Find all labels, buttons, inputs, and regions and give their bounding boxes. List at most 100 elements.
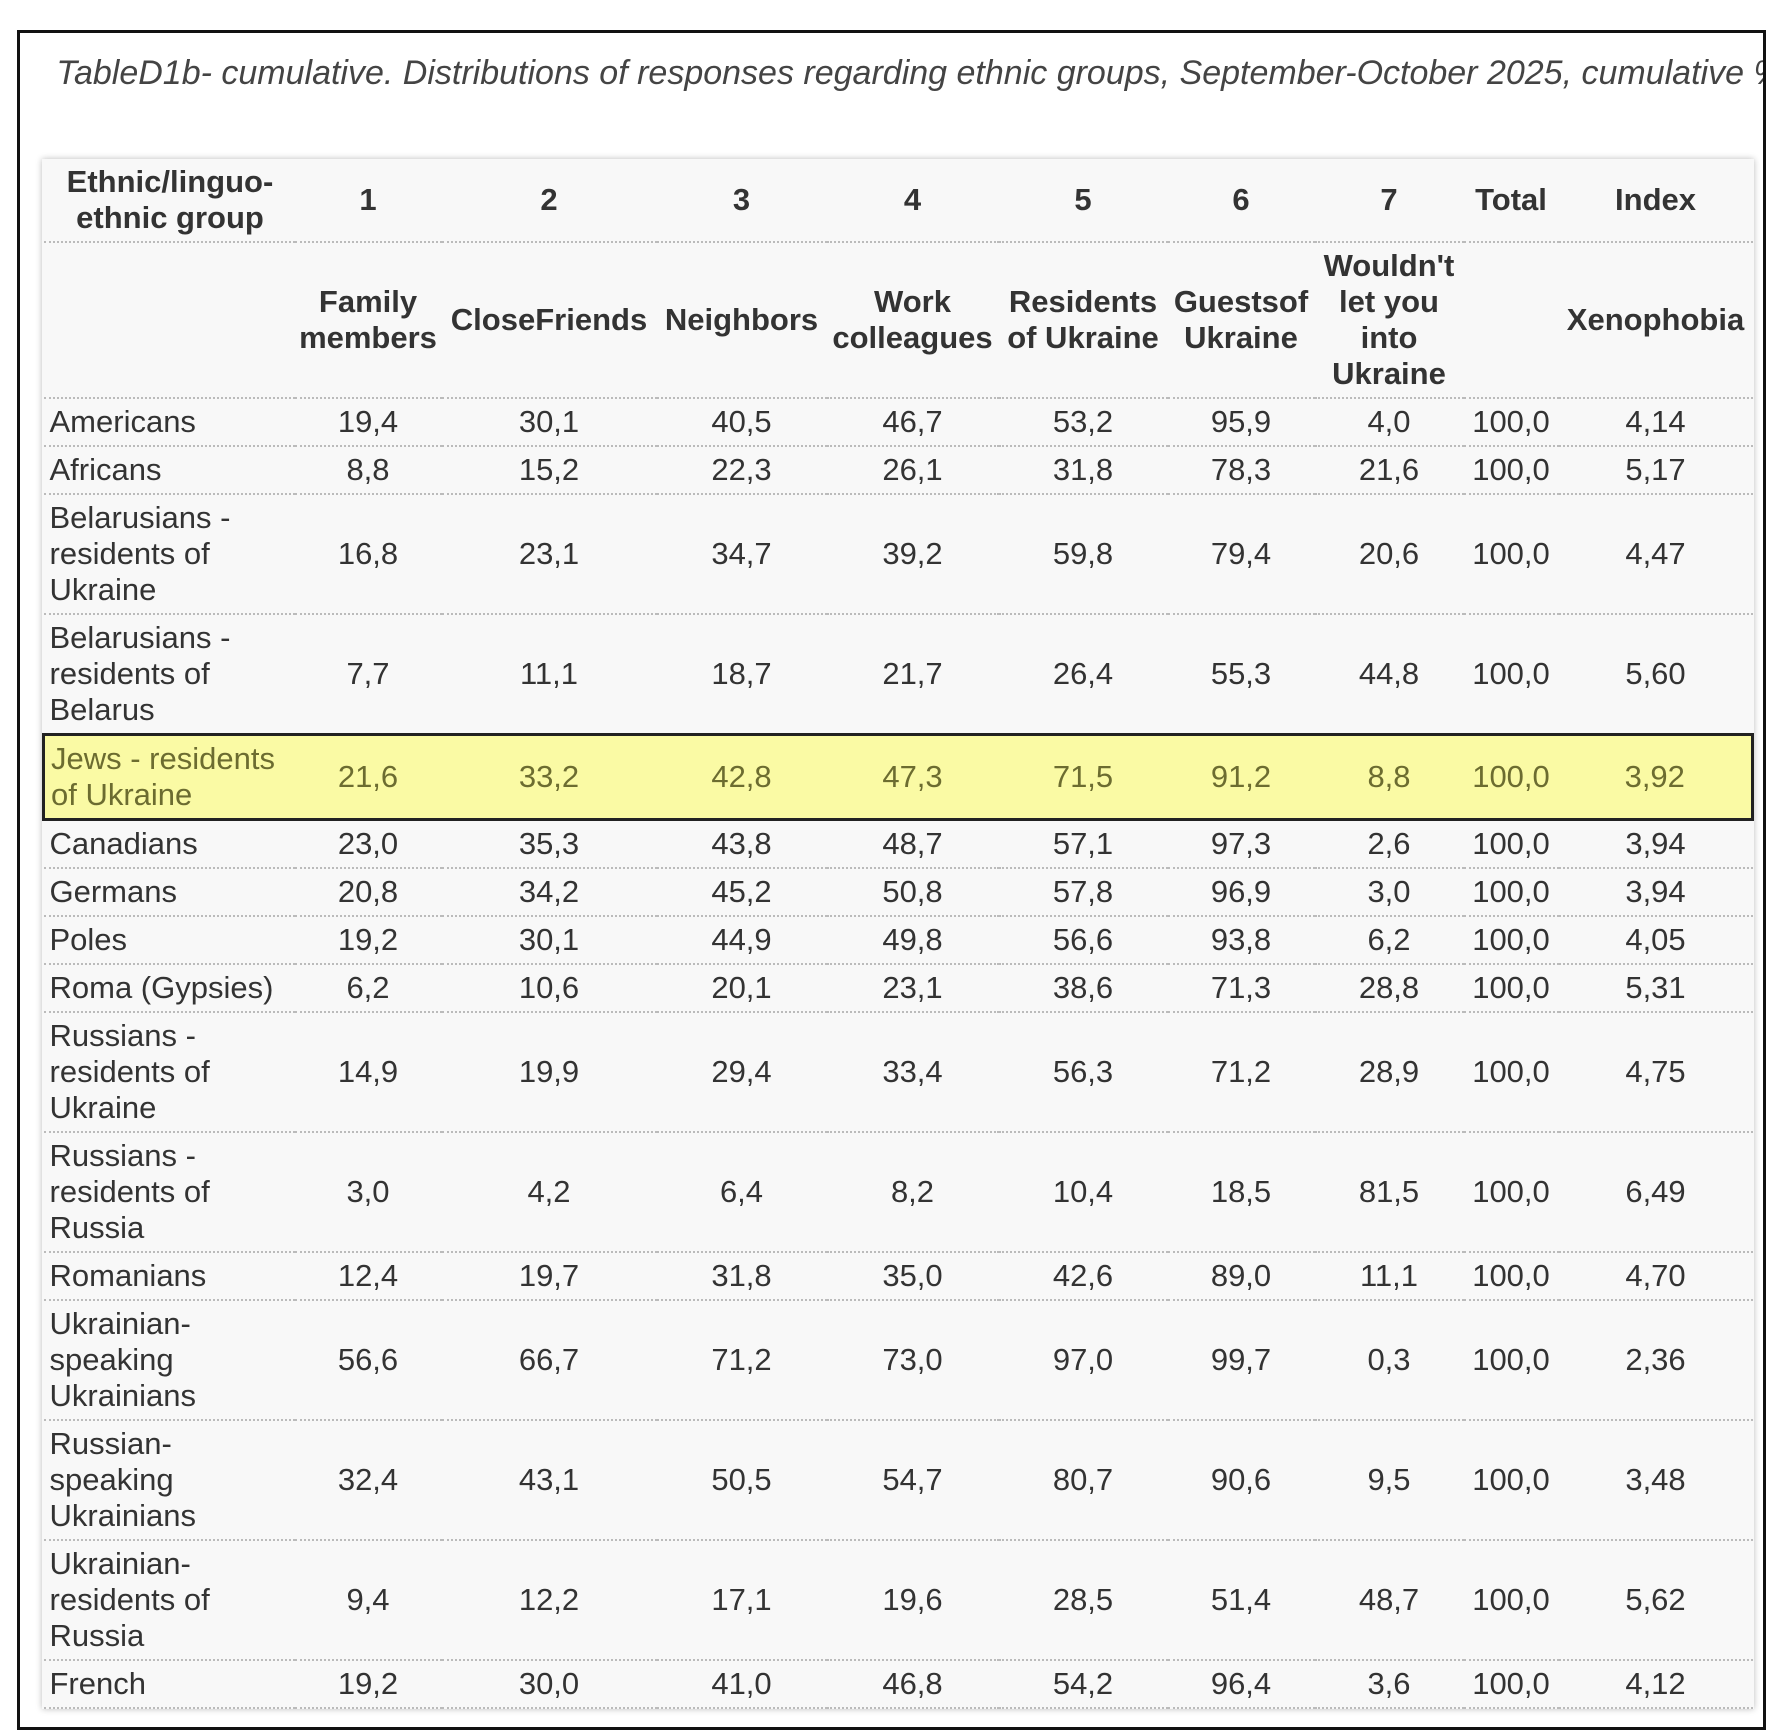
cell: 10,4 xyxy=(998,1132,1168,1253)
row-label: Canadians xyxy=(43,819,295,869)
cell: 44,9 xyxy=(656,916,827,965)
cell: 19,6 xyxy=(826,1540,999,1661)
cell: 54,7 xyxy=(826,1420,999,1541)
cell: 19,7 xyxy=(441,1252,657,1301)
header-cell: 3 xyxy=(656,159,827,243)
cell: 100,0 xyxy=(1463,1660,1559,1709)
cell: 33,2 xyxy=(441,733,657,821)
row-label: Russian-speaking Ukrainians xyxy=(43,1420,295,1541)
cell: 99,7 xyxy=(1167,1300,1315,1421)
header-cell: Index xyxy=(1558,159,1753,243)
cell: 100,0 xyxy=(1463,446,1559,495)
cell: 19,2 xyxy=(294,1660,442,1709)
header-cell xyxy=(1463,242,1559,399)
cell: 56,3 xyxy=(998,1012,1168,1133)
cell: 35,0 xyxy=(826,1252,999,1301)
cell: 18,7 xyxy=(656,614,827,736)
cell: 5,60 xyxy=(1558,614,1753,736)
cell: 100,0 xyxy=(1463,1132,1559,1253)
cell: 15,2 xyxy=(441,446,657,495)
cell: 30,0 xyxy=(441,1660,657,1709)
cell: 97,0 xyxy=(998,1300,1168,1421)
cell: 33,4 xyxy=(826,1012,999,1133)
row-label: Belarusians - residents of Belarus xyxy=(43,614,295,736)
row-label: Ukrainian-speaking Ukrainians xyxy=(43,1300,295,1421)
cell: 26,1 xyxy=(826,446,999,495)
cell: 21,6 xyxy=(294,733,442,821)
subheader-row: Family members CloseFriends Neighbors Work … xyxy=(43,242,1753,399)
cell: 20,8 xyxy=(294,868,442,917)
cell: 80,7 xyxy=(998,1420,1168,1541)
subheader-cell: CloseFriends xyxy=(441,242,657,399)
cell: 42,8 xyxy=(656,733,827,821)
cell: 41,0 xyxy=(656,1660,827,1709)
table-row: French 19,2 30,0 41,0 46,8 54,2 96,4 3,6 100,0 4,… xyxy=(43,1660,1753,1709)
cell: 20,6 xyxy=(1314,494,1464,615)
cell: 71,3 xyxy=(1167,964,1315,1013)
table-row: Ukrainian-residents of Russia 9,4 12,2 17,1… xyxy=(43,1540,1753,1661)
cell: 16,8 xyxy=(294,494,442,615)
cell: 100,0 xyxy=(1463,1012,1559,1133)
cell: 3,48 xyxy=(1558,1420,1753,1541)
row-label: Russians - residents of Ukraine xyxy=(43,1012,295,1133)
cell: 11,1 xyxy=(441,614,657,736)
table-row: Russians - residents of Russia 3,0 4,2 6,4 8… xyxy=(43,1132,1753,1253)
cell: 45,2 xyxy=(656,868,827,917)
cell: 5,62 xyxy=(1558,1540,1753,1661)
table-head: Ethnic/linguo-ethnic group 1 2 3 4 5 6 7 Total In… xyxy=(43,159,1753,399)
cell: 100,0 xyxy=(1463,916,1559,965)
cell: 31,8 xyxy=(998,446,1168,495)
header-row: Ethnic/linguo-ethnic group 1 2 3 4 5 6 7 Total In… xyxy=(43,159,1753,243)
cell: 34,2 xyxy=(441,868,657,917)
cell: 4,70 xyxy=(1558,1252,1753,1301)
cell: 4,47 xyxy=(1558,494,1753,615)
table-row: Russians - residents of Ukraine 14,9 19,9 2… xyxy=(43,1012,1753,1133)
cell: 6,2 xyxy=(1314,916,1464,965)
cell: 28,8 xyxy=(1314,964,1464,1013)
cell: 100,0 xyxy=(1463,494,1559,615)
cell: 28,9 xyxy=(1314,1012,1464,1133)
cell: 49,8 xyxy=(826,916,999,965)
cell: 71,5 xyxy=(998,733,1168,821)
cell: 18,5 xyxy=(1167,1132,1315,1253)
subheader-cell: Work colleagues xyxy=(826,242,999,399)
cell: 59,8 xyxy=(998,494,1168,615)
cell: 100,0 xyxy=(1463,1540,1559,1661)
cell: 3,0 xyxy=(1314,868,1464,917)
row-label: Russians - residents of Russia xyxy=(43,1132,295,1253)
cell: 23,1 xyxy=(826,964,999,1013)
cell: 30,1 xyxy=(441,398,657,447)
cell: 73,0 xyxy=(826,1300,999,1421)
row-label: Poles xyxy=(43,916,295,965)
cell: 8,8 xyxy=(1314,733,1464,821)
subheader-cell: Residents of Ukraine xyxy=(998,242,1168,399)
cell: 32,4 xyxy=(294,1420,442,1541)
cell: 40,5 xyxy=(656,398,827,447)
cell: 42,6 xyxy=(998,1252,1168,1301)
cell: 2,36 xyxy=(1558,1300,1753,1421)
cell: 96,9 xyxy=(1167,868,1315,917)
cell: 3,94 xyxy=(1558,868,1753,917)
cell: 8,2 xyxy=(826,1132,999,1253)
cell: 50,8 xyxy=(826,868,999,917)
cell: 100,0 xyxy=(1463,614,1559,736)
cell: 56,6 xyxy=(998,916,1168,965)
cell: 19,9 xyxy=(441,1012,657,1133)
cell: 6,4 xyxy=(656,1132,827,1253)
cell: 34,7 xyxy=(656,494,827,615)
header-cell: 7 xyxy=(1314,159,1464,243)
cell: 26,4 xyxy=(998,614,1168,736)
table-row: Germans 20,8 34,2 45,2 50,8 57,8 96,9 3,0 100,0 3… xyxy=(43,868,1753,917)
cell: 56,6 xyxy=(294,1300,442,1421)
table-row: Roma (Gypsies) 6,2 10,6 20,1 23,1 38,6 71,3 28,… xyxy=(43,964,1753,1013)
row-label: Romanians xyxy=(43,1252,295,1301)
cell: 81,5 xyxy=(1314,1132,1464,1253)
cell: 10,6 xyxy=(441,964,657,1013)
cell: 57,8 xyxy=(998,868,1168,917)
row-label: Africans xyxy=(43,446,295,495)
cell: 22,3 xyxy=(656,446,827,495)
header-cell: Ethnic/linguo-ethnic group xyxy=(43,159,295,243)
table-row: Romanians 12,4 19,7 31,8 35,0 42,6 89,0 11,1 100… xyxy=(43,1252,1753,1301)
row-label: Roma (Gypsies) xyxy=(43,964,295,1013)
cell: 39,2 xyxy=(826,494,999,615)
